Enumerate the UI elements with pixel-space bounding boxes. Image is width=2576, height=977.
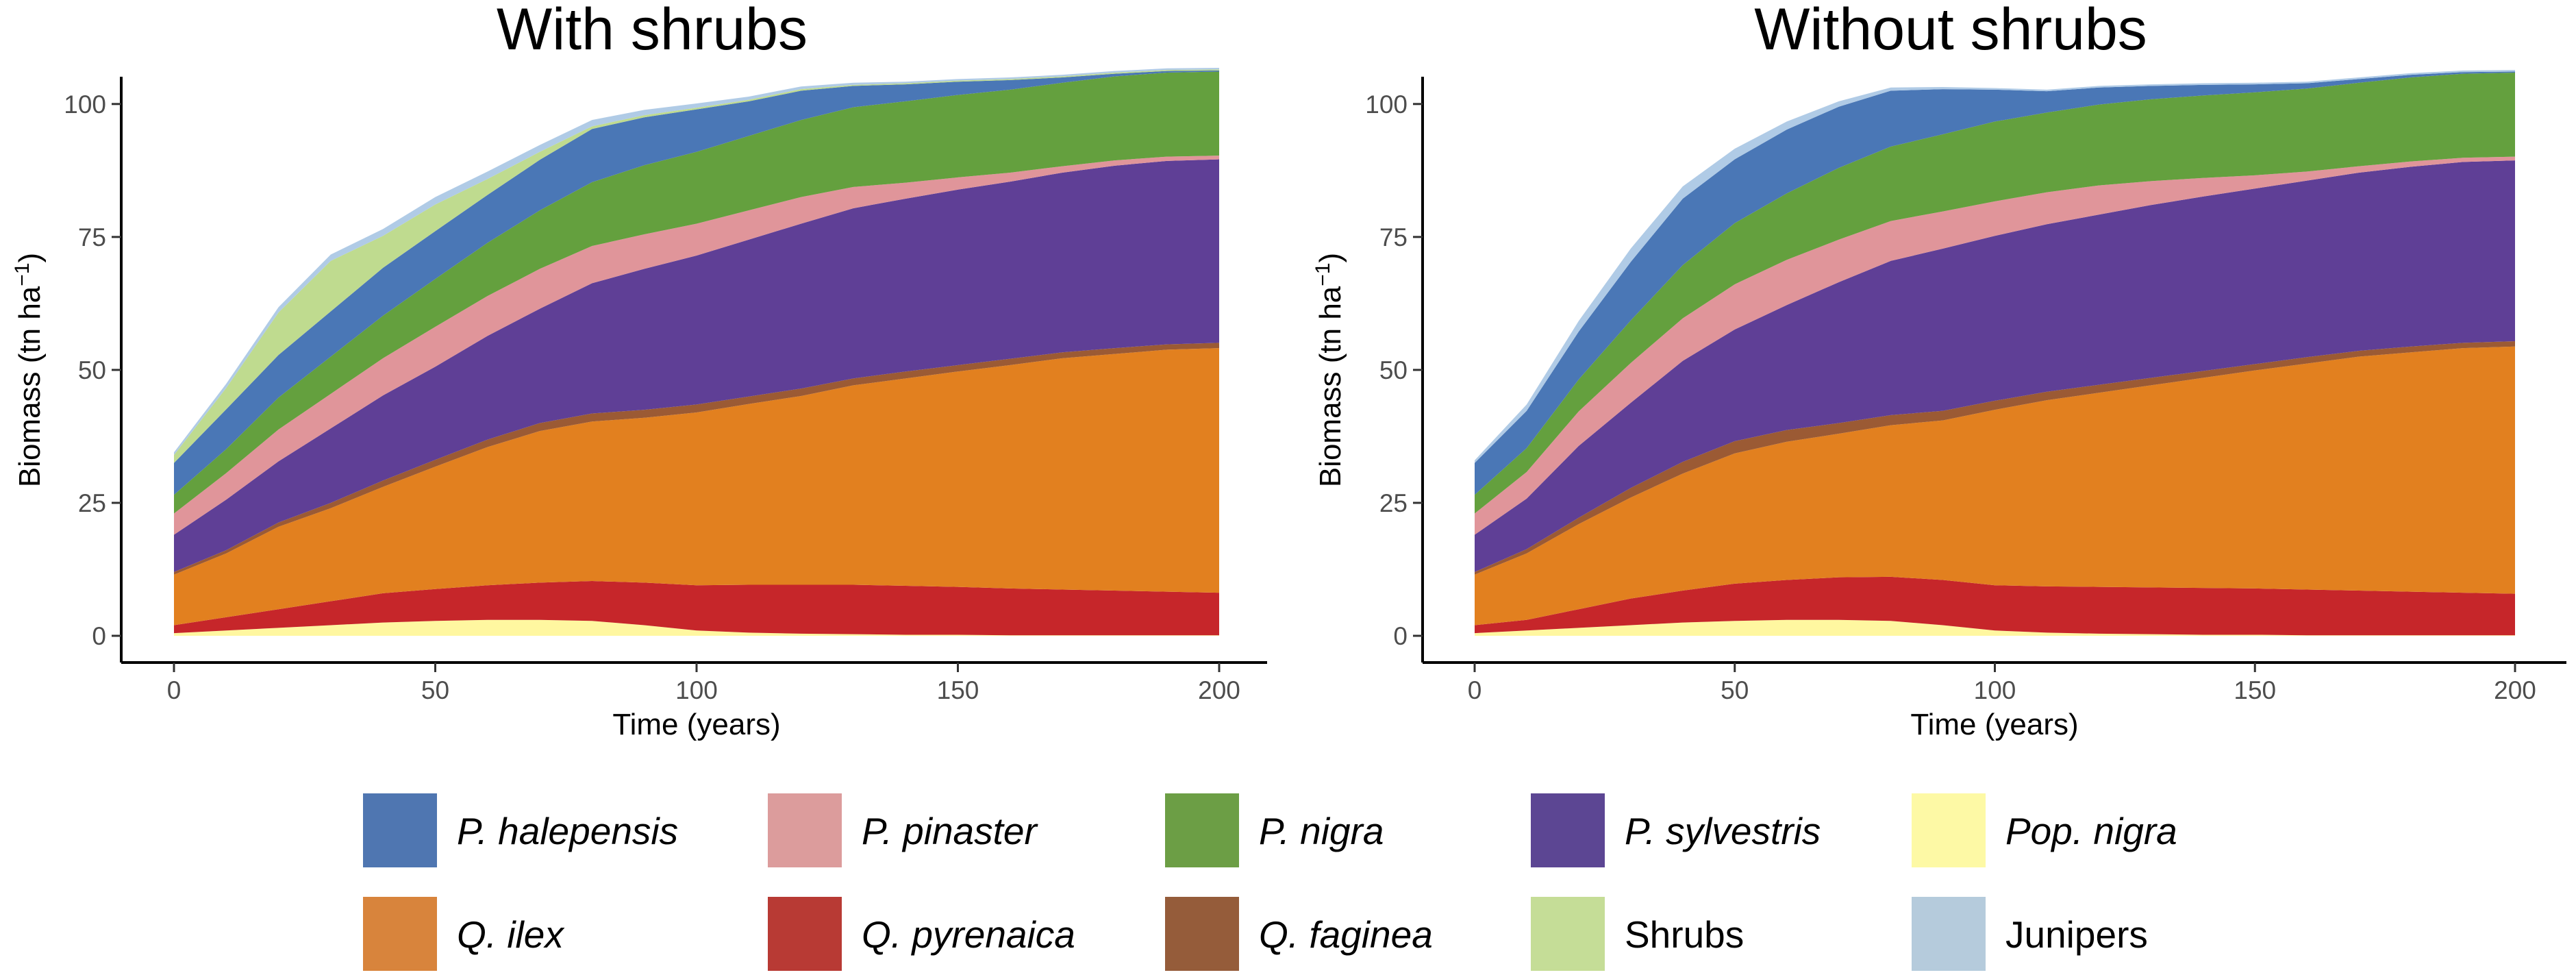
y-axis-label-close: ) <box>1314 253 1347 263</box>
area-q_ilex <box>1475 346 2515 626</box>
y-tick-label: 50 <box>78 356 106 384</box>
area-shrubs <box>174 69 1219 463</box>
x-tick-label: 100 <box>675 676 718 704</box>
y-tick-label: 50 <box>1379 356 1408 384</box>
legend-label: Q. pyrenaica <box>862 913 1075 956</box>
x-tick-label: 50 <box>421 676 449 704</box>
x-ticks: 0 50 100 150 200 <box>1468 663 2536 704</box>
legend-item-junipers: Junipers <box>1912 897 2148 971</box>
legend-label: Junipers <box>2005 913 2148 956</box>
x-ticks: 0 50 100 150 200 <box>167 663 1240 704</box>
x-tick-label: 0 <box>1468 676 1482 704</box>
y-axis-label: Biomass (tn ha−1) <box>11 253 47 487</box>
y-tick-label: 75 <box>1379 223 1408 251</box>
area-p_nigra <box>1475 73 2515 514</box>
legend-swatch <box>1912 793 1986 867</box>
legend-item-shrubs: Shrubs <box>1531 897 1744 971</box>
legend-swatch <box>768 897 842 971</box>
y-axis-label-superscript: −1 <box>11 262 34 286</box>
area-p_nigra <box>174 71 1219 514</box>
legend: P. halepensis P. pinaster P. nigra P. sylve… <box>363 793 2177 971</box>
stacked-areas <box>1475 70 2515 636</box>
panel-with-shrubs: With shrubs 0 50 100 150 200 0 25 50 75 100 Time… <box>11 0 1267 741</box>
y-tick-label: 0 <box>1393 622 1408 650</box>
x-axis-label: Time (years) <box>612 708 780 741</box>
area-q_pyrenaica <box>1475 576 2515 636</box>
y-tick-label: 100 <box>64 90 106 119</box>
x-tick-label: 100 <box>1974 676 2016 704</box>
y-axis-label-main: Biomass (tn ha <box>13 286 47 487</box>
legend-swatch <box>1531 897 1605 971</box>
legend-label: Q. faginea <box>1259 913 1433 956</box>
legend-swatch <box>1165 897 1239 971</box>
y-tick-label: 0 <box>92 622 106 650</box>
y-axis-label: Biomass (tn ha−1) <box>1312 253 1347 487</box>
legend-item-p_halepensis: P. halepensis <box>363 793 678 867</box>
legend-label: P. nigra <box>1259 810 1384 852</box>
stacked-areas <box>174 68 1219 636</box>
legend-swatch <box>363 793 437 867</box>
y-axis-label-main: Biomass (tn ha <box>1314 286 1347 487</box>
y-tick-label: 25 <box>1379 489 1408 517</box>
y-tick-label: 100 <box>1365 90 1408 119</box>
area-q_ilex <box>174 348 1219 626</box>
y-ticks: 0 25 50 75 100 <box>64 90 121 650</box>
area-p_pinaster <box>174 156 1219 535</box>
legend-item-p_pinaster: P. pinaster <box>768 793 1039 867</box>
y-tick-label: 25 <box>78 489 106 517</box>
chart-title: Without shrubs <box>1754 0 2147 62</box>
area-q_pyrenaica <box>174 581 1219 636</box>
legend-label: P. sylvestris <box>1625 810 1821 852</box>
legend-swatch <box>1165 793 1239 867</box>
legend-item-p_nigra: P. nigra <box>1165 793 1384 867</box>
area-pop_nigra <box>174 619 1219 636</box>
x-tick-label: 0 <box>167 676 182 704</box>
legend-item-pop_nigra: Pop. nigra <box>1912 793 2177 867</box>
x-tick-label: 150 <box>937 676 979 704</box>
legend-swatch <box>768 793 842 867</box>
chart-title: With shrubs <box>497 0 808 62</box>
legend-item-q_faginea: Q. faginea <box>1165 897 1433 971</box>
legend-swatch <box>1531 793 1605 867</box>
x-tick-label: 50 <box>1721 676 1749 704</box>
legend-label: Q. ilex <box>457 913 565 956</box>
legend-swatch <box>1912 897 1986 971</box>
legend-label: P. pinaster <box>862 810 1039 852</box>
legend-label: Shrubs <box>1625 913 1744 956</box>
legend-swatch <box>363 897 437 971</box>
legend-item-q_pyrenaica: Q. pyrenaica <box>768 897 1075 971</box>
x-tick-label: 200 <box>2494 676 2536 704</box>
legend-label: P. halepensis <box>457 810 678 852</box>
x-tick-label: 200 <box>1198 676 1240 704</box>
x-axis-label: Time (years) <box>1910 708 2078 741</box>
area-p_halepensis <box>174 70 1219 495</box>
x-tick-label: 150 <box>2234 676 2276 704</box>
y-axis-label-superscript: −1 <box>1312 262 1334 286</box>
y-tick-label: 75 <box>78 223 106 251</box>
area-p_sylvestris <box>174 159 1219 572</box>
y-ticks: 0 25 50 75 100 <box>1365 90 1423 650</box>
area-p_pinaster <box>1475 156 2515 535</box>
area-p_sylvestris <box>1475 160 2515 572</box>
panel-without-shrubs: Without shrubs 0 50 100 150 200 0 25 50 75 100 T… <box>1312 0 2566 741</box>
legend-item-p_sylvestris: P. sylvestris <box>1531 793 1821 867</box>
legend-label: Pop. nigra <box>2005 810 2177 852</box>
y-axis-label-close: ) <box>13 253 47 263</box>
area-pop_nigra <box>1475 619 2515 636</box>
area-p_halepensis <box>1475 71 2515 495</box>
legend-item-q_ilex: Q. ilex <box>363 897 565 971</box>
